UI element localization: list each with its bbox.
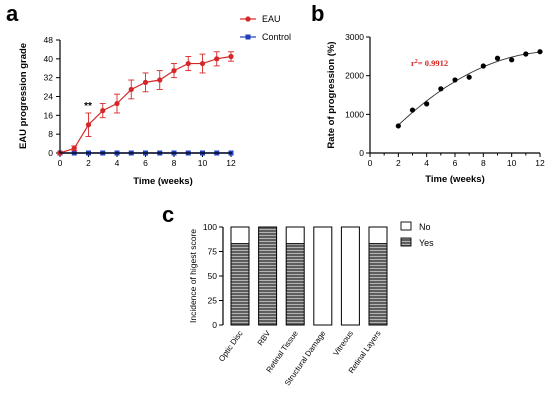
b-x-tick-label: 2 [396,158,401,168]
a-legend-control-label: Control [262,32,291,42]
c-bar-yes [258,227,277,325]
c-bar-no [231,227,249,244]
a-eau-point [214,56,220,62]
b-y-tick-label: 2000 [345,71,364,81]
a-eau-point [157,77,163,83]
c-x-tick-label: Vitreous [331,329,355,358]
a-x-tick-label: 6 [143,158,148,168]
c-y-tick-label: 75 [208,247,218,257]
a-legend: EAU Control [240,14,291,42]
c-legend-yes-label: Yes [419,238,434,248]
c-bar-no [286,227,305,244]
b-data-point [424,101,430,107]
b-y-tick-label: 3000 [345,32,364,42]
a-eau-point [142,79,149,85]
c-y-tick-label: 100 [203,222,217,232]
panel-label-b: b [311,1,324,26]
c-bar-no [341,227,360,325]
a-eau-point [228,53,234,60]
a-x-tick-label: 12 [226,158,236,168]
c-bar-outline [285,226,305,326]
a-y-tick-label: 8 [48,129,53,139]
b-x-tick-label: 10 [507,158,517,168]
c-bar-no [369,227,387,244]
a-eau-point [199,60,206,67]
c-bar-yes [286,243,305,325]
panel-label-a: a [6,1,19,26]
a-legend-control-marker [245,34,251,40]
b-y-tick-label: 1000 [345,109,364,119]
c-x-tick-label: Optic Disc [217,329,245,363]
c-bar-yes [231,243,249,325]
a-x-tick-label: 8 [172,158,177,168]
c-y-tick-label: 50 [208,271,218,281]
c-legend-no-label: No [419,222,431,232]
b-data-point [466,74,472,80]
a-y-tick-label: 40 [44,54,54,64]
b-x-tick-label: 8 [481,158,486,168]
b-y-tick-label: 0 [359,148,364,158]
c-legend-yes-swatch [400,237,412,247]
a-eau-point [114,100,120,107]
b-x-tick-label: 12 [535,158,545,168]
c-bar-outline [313,226,333,326]
c-bar-outline [340,226,360,326]
chart-b: 0 1000 2000 3000 0 2 4 6 8 10 12 Time (weeks) Rate… [326,32,545,185]
c-bar-outline [258,226,278,326]
a-y-tick-label: 48 [44,35,54,45]
a-legend-eau-label: EAU [262,14,281,24]
b-x-tick-label: 6 [453,158,458,168]
b-data-point [438,86,444,92]
a-y-tick-label: 32 [44,73,54,83]
b-fit-curve [398,51,541,126]
a-significance-annotation: ** [84,101,92,112]
b-data-point [509,57,515,63]
c-bar-yes [369,243,387,325]
a-x-tick-label: 10 [198,158,208,168]
b-data-point [494,55,501,61]
a-x-tick-label: 2 [86,158,91,168]
c-bar-outline [230,226,250,326]
b-data-point [537,49,543,55]
b-x-tick-label: 0 [368,158,373,168]
c-legend: No Yes [400,221,434,248]
a-y-tick-label: 0 [48,148,53,158]
a-x-tick-label: 0 [58,158,63,168]
a-y-tick-label: 24 [44,92,54,102]
a-eau-point [100,108,106,114]
a-y-tick-label: 16 [44,110,54,120]
a-y-axis-label: EAU progression grade [18,43,29,149]
b-data-point [523,51,529,57]
b-y-axis-label: Rate of progression (%) [326,41,337,148]
c-bar-no [313,227,332,325]
b-data-point [452,77,458,83]
a-eau-point [71,145,77,151]
c-bar-outline [368,226,388,326]
a-x-tick-label: 4 [115,158,120,168]
b-data-point [395,123,401,129]
b-data-point [409,107,416,113]
c-legend-no-swatch [400,221,412,231]
c-y-tick-label: 25 [208,296,218,306]
c-x-tick-label: RBV [256,328,273,347]
a-eau-point [85,122,92,128]
c-y-tick-label: 0 [212,320,217,330]
panel-label-c: c [162,202,174,227]
b-r-squared-annotation: r2= 0.9912 [411,58,448,68]
b-x-tick-label: 4 [424,158,429,168]
a-eau-point [128,86,134,93]
a-x-axis-label: Time (weeks) [133,176,193,187]
b-data-point [480,63,486,69]
a-legend-eau-marker [245,16,251,22]
c-y-axis-label: Incidence of higest score [188,229,198,323]
a-eau-point [171,68,177,74]
b-x-axis-label: Time (weeks) [425,174,485,185]
a-eau-point [185,60,191,67]
